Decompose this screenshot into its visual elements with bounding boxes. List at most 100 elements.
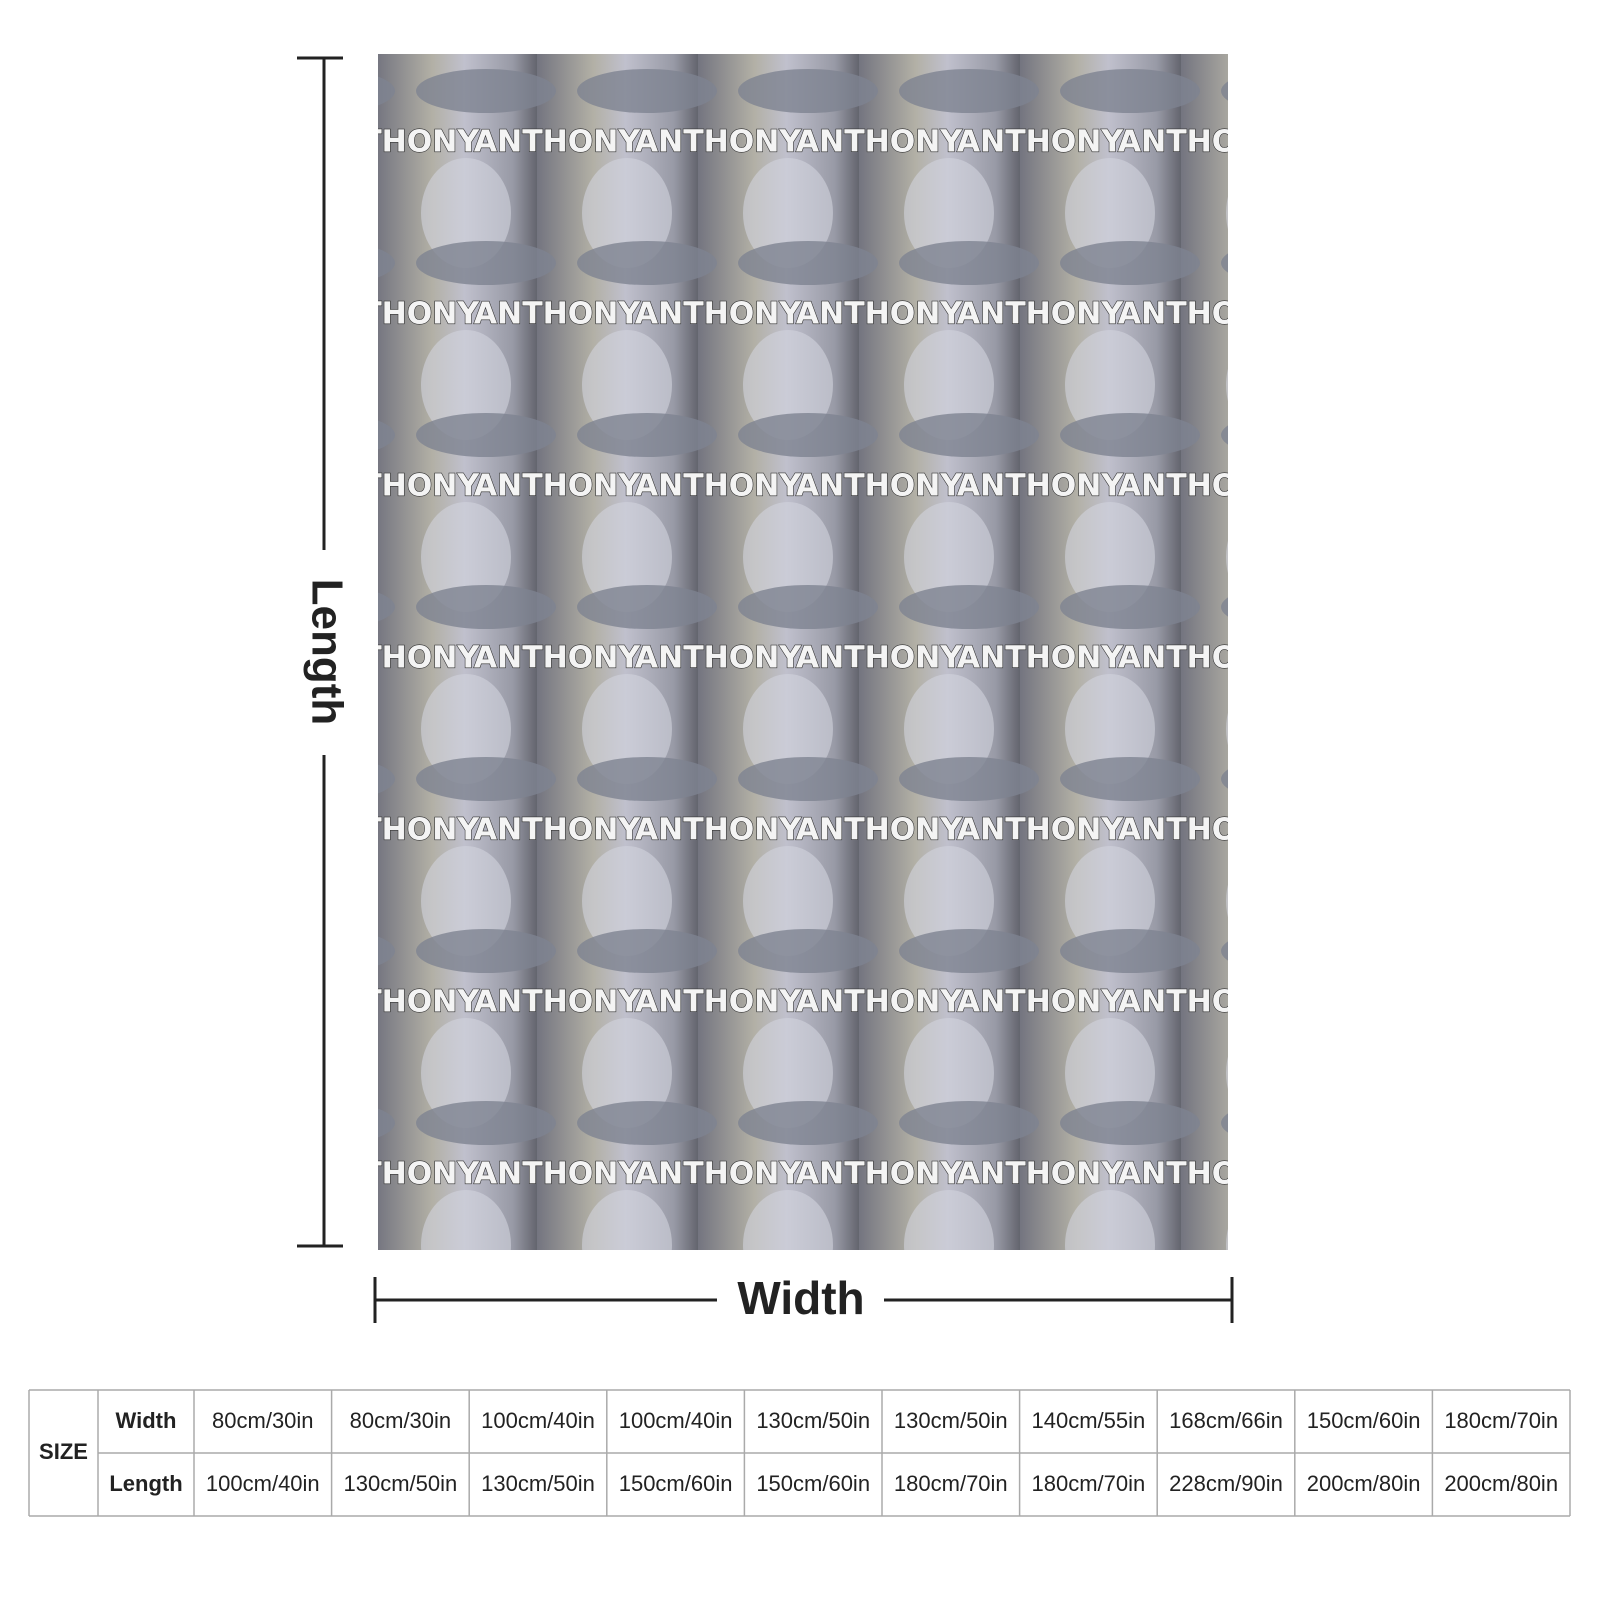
pattern-shape xyxy=(1065,846,1155,956)
pattern-text: ANTHONY xyxy=(313,813,481,848)
pattern-text: ANTHONY xyxy=(1118,469,1286,504)
pattern-shape xyxy=(1060,757,1200,801)
pattern-text: ANTHONY xyxy=(1279,469,1447,504)
pattern-shape xyxy=(577,929,717,973)
table-cell: 130cm/50in xyxy=(756,1408,870,1433)
pattern-shape xyxy=(1221,941,1228,961)
pattern-text: ANTHONY xyxy=(1118,1157,1286,1192)
pattern-shape xyxy=(421,1018,511,1128)
pattern-shape xyxy=(378,76,395,106)
pattern-shape xyxy=(416,1101,556,1145)
width-marker xyxy=(373,1277,1234,1323)
pattern-text: ANTHONY xyxy=(313,641,481,676)
pattern-shape xyxy=(582,1018,672,1128)
pattern-text: ANTHONY xyxy=(957,469,1125,504)
pattern-text: ANTHONY xyxy=(313,297,481,332)
pattern-shape xyxy=(1060,413,1200,457)
pattern-shape xyxy=(421,158,511,268)
pattern-text: ANTHONY xyxy=(635,813,803,848)
pattern-text: ANTHONY xyxy=(796,125,964,160)
pattern-text: ANTHONY xyxy=(474,297,642,332)
pattern-shape xyxy=(738,241,878,285)
pattern-shape xyxy=(577,413,717,457)
table-cell: 180cm/70in xyxy=(1032,1471,1146,1496)
pattern-shape xyxy=(577,69,717,113)
pattern-shape xyxy=(421,846,511,956)
pattern-shape xyxy=(1065,674,1155,784)
table-header: SIZE xyxy=(39,1439,88,1464)
pattern-text: ANTHONY xyxy=(635,297,803,332)
table-cell: 130cm/50in xyxy=(894,1408,1008,1433)
pattern-shape xyxy=(577,757,717,801)
table-cell: 200cm/80in xyxy=(1307,1471,1421,1496)
pattern-shape xyxy=(899,241,1039,285)
pattern-shape xyxy=(582,1190,672,1250)
pattern-shape xyxy=(582,674,672,784)
pattern-shape xyxy=(1065,1190,1155,1250)
pattern-shape xyxy=(260,330,350,440)
table-cell: 80cm/30in xyxy=(350,1408,452,1433)
pattern-shape xyxy=(738,757,878,801)
pattern-text: ANTHONY xyxy=(474,641,642,676)
pattern-shape xyxy=(899,1101,1039,1145)
pattern-shape xyxy=(904,1018,994,1128)
pattern-shape xyxy=(899,585,1039,629)
pattern-shape xyxy=(904,158,994,268)
pattern-shape xyxy=(743,158,833,268)
length-marker xyxy=(297,56,343,1248)
table-cell: 180cm/70in xyxy=(894,1471,1008,1496)
pattern-shape xyxy=(738,69,878,113)
pattern-shape xyxy=(1060,1101,1200,1145)
pattern-text: ANTHONY xyxy=(796,813,964,848)
pattern-text: ANTHONY xyxy=(957,641,1125,676)
pattern-shape xyxy=(416,241,556,285)
pattern-shape xyxy=(421,330,511,440)
pattern-text: ANTHONY xyxy=(1118,125,1286,160)
table-cell: 168cm/66in xyxy=(1169,1408,1283,1433)
row-label: Length xyxy=(109,1471,182,1496)
pattern-shape xyxy=(738,585,878,629)
pattern-shape xyxy=(738,413,878,457)
table-cell: 200cm/80in xyxy=(1444,1471,1558,1496)
length-label: Length xyxy=(302,579,351,726)
pattern-text: ANTHONY xyxy=(635,985,803,1020)
pattern-shape xyxy=(1065,1018,1155,1128)
pattern-text: ANTHONY xyxy=(474,1157,642,1192)
pattern-text: ANTHONY xyxy=(957,813,1125,848)
pattern-text: ANTHONY xyxy=(313,985,481,1020)
pattern-shape xyxy=(904,846,994,956)
pattern-shape xyxy=(904,330,994,440)
pattern-text: ANTHONY xyxy=(796,641,964,676)
width-label: Width xyxy=(737,1272,864,1324)
pattern-text: ANTHONY xyxy=(796,297,964,332)
pattern-text: ANTHONY xyxy=(1279,297,1447,332)
pattern-shape xyxy=(378,936,395,966)
size-table: SIZE Width 80cm/30in 80cm/30in 100cm/40in 100… xyxy=(28,1389,1571,1517)
pattern-shape xyxy=(582,502,672,612)
pattern-text: ANTHONY xyxy=(474,985,642,1020)
pattern-shape xyxy=(743,330,833,440)
table-cell: 228cm/90in xyxy=(1169,1471,1283,1496)
pattern-shape xyxy=(1060,241,1200,285)
pattern-shape xyxy=(743,502,833,612)
pattern-shape xyxy=(577,1101,717,1145)
table-cell: 130cm/50in xyxy=(481,1471,595,1496)
pattern-text: ANTHONY xyxy=(1118,641,1286,676)
pattern-shape xyxy=(416,585,556,629)
table-cell: 100cm/40in xyxy=(481,1408,595,1433)
table-cell: 140cm/55in xyxy=(1032,1408,1146,1433)
pattern-shape xyxy=(1060,929,1200,973)
pattern-shape xyxy=(1226,712,1228,746)
table-cell: 100cm/40in xyxy=(206,1471,320,1496)
pattern-text: ANTHONY xyxy=(796,985,964,1020)
pattern-text: ANTHONY xyxy=(1279,125,1447,160)
pattern-text: ANTHONY xyxy=(635,469,803,504)
pattern-shape xyxy=(899,757,1039,801)
pattern-shape xyxy=(582,846,672,956)
pattern-shape xyxy=(1226,1056,1228,1090)
row-label: Width xyxy=(116,1408,177,1433)
pattern-shape xyxy=(899,929,1039,973)
pattern-shape xyxy=(260,846,350,956)
pattern-shape xyxy=(260,1018,350,1128)
pattern-text: ANTHONY xyxy=(957,985,1125,1020)
